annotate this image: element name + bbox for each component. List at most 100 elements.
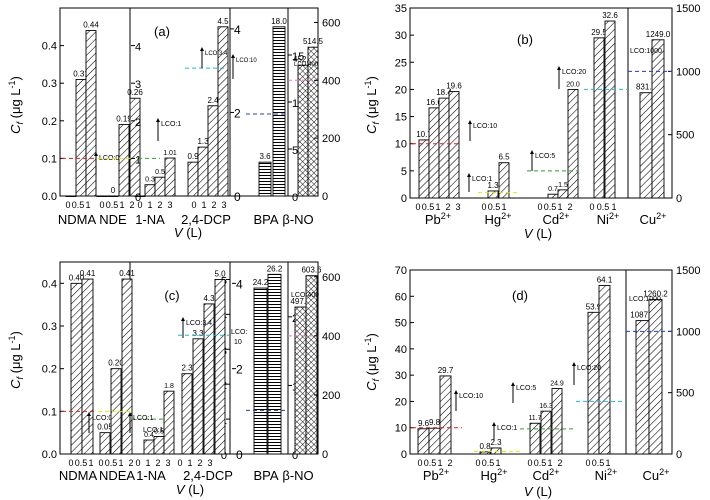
x-axis-label: V (L) xyxy=(176,482,204,497)
y-tick-label: 15 xyxy=(395,112,407,124)
lco-arrowhead xyxy=(467,173,471,177)
x-tick-label: 2 xyxy=(157,200,162,210)
x-tick-label: 0.5 xyxy=(544,202,557,212)
bar-value-label: 3.3 xyxy=(192,329,204,338)
bar-β-NO-1 xyxy=(305,275,318,455)
lco-arrowhead xyxy=(572,362,576,366)
bar-value-label: 497.6 xyxy=(290,297,311,306)
y-tick-label: 0.3 xyxy=(42,78,57,90)
x-tick-label: 0.5 xyxy=(592,458,605,468)
category-name: 1-NA xyxy=(136,468,166,483)
bar-value-label: 0 xyxy=(111,186,116,195)
bar-BPA-1 xyxy=(272,26,286,197)
bar-value-label: 1087.5 xyxy=(630,311,655,320)
bar-value-label: 9.8 xyxy=(429,418,441,427)
bar-2,4-DCP-3 xyxy=(214,279,226,455)
y-tick-label: 0.1 xyxy=(42,153,57,165)
y-tick-label: 30 xyxy=(395,30,407,42)
x-tick-label: 1 xyxy=(88,458,93,468)
bar-1-NA-1 xyxy=(153,436,165,455)
bar-value-label: 2.3 xyxy=(181,364,193,373)
category-name: Hg2+ xyxy=(485,211,512,227)
inner-tick-label: 2 xyxy=(135,117,141,129)
x-tick-label: 3 xyxy=(455,202,460,212)
y-tick-label: 0.0 xyxy=(42,191,57,203)
bar-value-label: 9.6 xyxy=(418,419,430,428)
y-tick-label: 60 xyxy=(395,291,407,303)
bar-NDEA-2 xyxy=(121,278,133,455)
panel-label: (c) xyxy=(164,288,179,303)
bar-NDEA-0 xyxy=(99,432,111,455)
bar-Cu²⁺-0 xyxy=(635,320,650,455)
bar-value-label: 1.5 xyxy=(558,182,568,189)
bar-value-label: 29.5 xyxy=(591,28,607,37)
lco-label: LCO:5 xyxy=(516,385,536,392)
y2-tick-label: 600 xyxy=(322,17,340,29)
bar-BPA-1 xyxy=(267,273,282,455)
x-tick-label: 0 xyxy=(589,202,594,212)
bar-value-label: 2.3 xyxy=(490,438,502,447)
lco-label: LCO:1 xyxy=(472,176,492,183)
bar-value-label: 18.4 xyxy=(436,88,452,97)
plot-frame xyxy=(409,7,673,199)
y2-tick-label: 600 xyxy=(322,272,340,284)
inner-tick-label: 15 xyxy=(292,51,304,63)
bar-value-label: 18.0 xyxy=(271,17,287,26)
x-tick-label: 1 xyxy=(145,458,150,468)
x-tick-label: 1 xyxy=(495,458,500,468)
bar-Cd²⁺-2 xyxy=(551,388,563,455)
lco-arrowhead xyxy=(200,47,204,51)
panel-label: (b) xyxy=(517,32,533,47)
x-tick-label: 0 xyxy=(137,200,142,210)
x-tick-label: 0.5 xyxy=(534,458,547,468)
bar-value-label: 16.3 xyxy=(539,403,553,410)
category-name: NDMA xyxy=(58,212,97,227)
bar-NDE-3 xyxy=(129,97,141,197)
x-tick-label: 1 xyxy=(437,458,442,468)
x-tick-label: 0.5 xyxy=(105,458,118,468)
category-name: Cd2+ xyxy=(533,467,560,483)
bar-NDE-1 xyxy=(107,195,119,197)
bar-Cu²⁺-1 xyxy=(651,39,665,199)
lco-label: LCO:10 xyxy=(236,58,257,64)
bar-value-label: 0.19 xyxy=(116,115,132,124)
bar-1-NA-0 xyxy=(143,439,155,455)
x-tick-label: 2 xyxy=(155,458,160,468)
bar-Ni²⁺-1 xyxy=(604,20,616,199)
category-name: BPA xyxy=(253,212,278,227)
y2-tick-label: 0 xyxy=(676,193,682,205)
inner-tick-label: 2 xyxy=(234,106,241,120)
bar-Hg²⁺-0 xyxy=(479,451,491,455)
inner-tick-label: 0 xyxy=(135,192,141,204)
bar-value-label: 831.3 xyxy=(636,83,657,92)
lco-label: LCO:1000 xyxy=(630,48,662,55)
bar-Cd²⁺-1 xyxy=(557,189,569,199)
x-tick-label: 0.5 xyxy=(424,458,437,468)
y2-tick-label: 1500 xyxy=(676,265,700,277)
lco-label: LCO:1 xyxy=(143,427,163,434)
x-tick-label: 3 xyxy=(165,458,170,468)
x-tick-label: 0 xyxy=(68,458,73,468)
lco-label: LCO:5 xyxy=(535,153,555,160)
y2-tick-label: 0 xyxy=(322,449,328,461)
x-tick-label: 0 xyxy=(98,458,103,468)
lco-arrowhead xyxy=(87,412,91,416)
bar-value-label: 5.0 xyxy=(214,269,226,278)
x-tick-label: 3 xyxy=(167,200,172,210)
lco-label: LCO:400 xyxy=(294,62,319,68)
bar-value-label: 0.26 xyxy=(127,88,143,97)
bar-value-label: 26.2 xyxy=(267,264,283,273)
y2-tick-label: 0 xyxy=(676,449,682,461)
x-tick-label: 0 xyxy=(99,200,104,210)
x-tick-label: 1 xyxy=(501,202,506,212)
y-tick-label: 0.2 xyxy=(42,116,57,128)
bar-Cd²⁺-0 xyxy=(529,422,541,455)
bar-Pb²⁺-0 xyxy=(418,139,430,199)
y-tick-label: 35 xyxy=(395,3,407,15)
x-tick-label: 1 xyxy=(119,200,124,210)
category-name: Cu2+ xyxy=(640,211,667,227)
x-tick-label: 3 xyxy=(207,458,212,468)
bar-value-label: 0.44 xyxy=(83,21,99,30)
bar-value-label: 4.3 xyxy=(203,294,215,303)
